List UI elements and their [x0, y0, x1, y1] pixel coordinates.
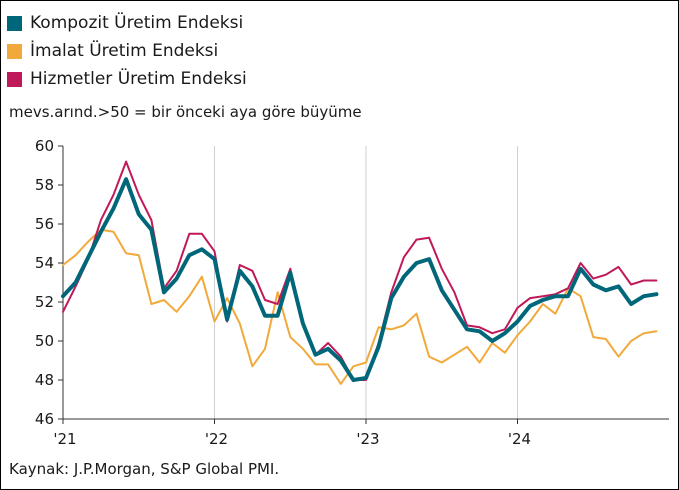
x-tick-label: '24 — [508, 430, 531, 448]
legend-item-composite: Kompozit Üretim Endeksi — [7, 9, 247, 37]
y-tick-label: 56 — [35, 215, 54, 233]
legend-swatch-manufacturing — [7, 43, 22, 59]
series-line-manufacturing — [62, 228, 658, 385]
legend: Kompozit Üretim Endeksi İmalat Üretim En… — [7, 9, 247, 93]
series-line-composite — [61, 177, 659, 382]
chart-subtitle: mevs.arınd.>50 = bir önceki aya göre büy… — [9, 103, 362, 121]
y-tick-label: 48 — [35, 371, 54, 389]
legend-swatch-composite — [7, 15, 22, 31]
y-tick-label: 46 — [35, 410, 54, 428]
y-tick-label: 50 — [35, 332, 54, 350]
series-line-services — [62, 160, 658, 381]
legend-swatch-services — [7, 71, 22, 87]
legend-label-services: Hizmetler Üretim Endeksi — [30, 69, 247, 89]
x-tick-label: '23 — [356, 430, 379, 448]
y-tick-label: 52 — [35, 293, 54, 311]
legend-item-manufacturing: İmalat Üretim Endeksi — [7, 37, 247, 65]
y-tick-label: 58 — [35, 176, 54, 194]
y-tick-label: 60 — [35, 137, 54, 155]
x-tick-label: '22 — [205, 430, 228, 448]
legend-item-services: Hizmetler Üretim Endeksi — [7, 65, 247, 93]
x-tick-label: '21 — [53, 430, 76, 448]
legend-label-composite: Kompozit Üretim Endeksi — [30, 13, 244, 33]
chart-source: Kaynak: J.P.Morgan, S&P Global PMI. — [9, 460, 280, 478]
y-tick-label: 54 — [35, 254, 54, 272]
legend-label-manufacturing: İmalat Üretim Endeksi — [30, 41, 219, 61]
